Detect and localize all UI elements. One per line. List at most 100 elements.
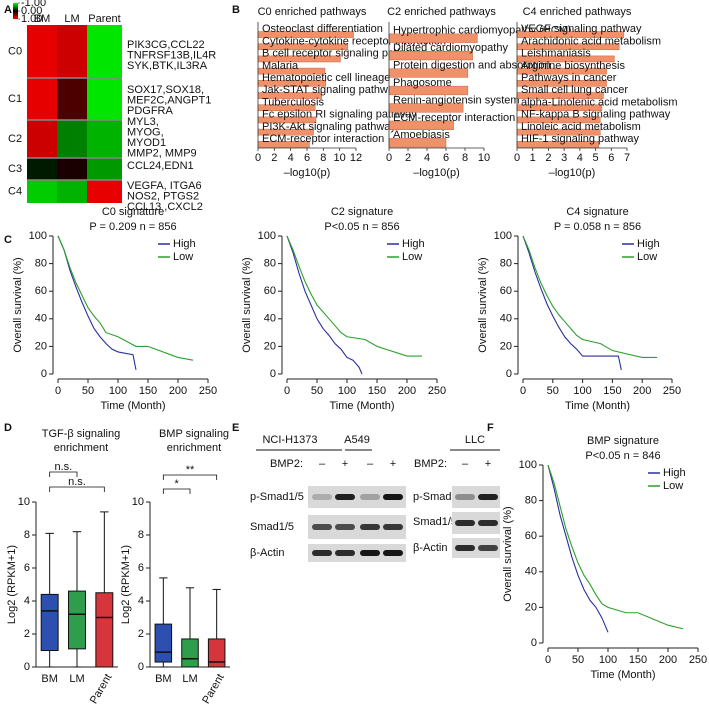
chart-title: C0 enriched pathways [258, 6, 367, 18]
legend-label: Low [173, 251, 193, 263]
x-axis-label: Time (Month) [591, 669, 656, 681]
x-tick-label: 150 [629, 654, 647, 666]
blot-row-label: β-Actin [413, 542, 447, 554]
blot-strip [452, 538, 500, 558]
box [181, 638, 199, 668]
y-tick-label: 60 [264, 285, 276, 297]
gene-label: SYK,BTK,IL3RA [127, 60, 208, 72]
legend-label: Low [663, 480, 683, 492]
survival-curve [57, 235, 194, 361]
x-axis-label: Time (Month) [101, 400, 166, 412]
x-tick-label: 150 [603, 385, 621, 397]
y-tick-label: 4 [24, 595, 30, 607]
y-tick-label: 2 [138, 628, 144, 640]
x-tick-label: 5 [593, 152, 599, 164]
x-tick-label: 1 [530, 152, 536, 164]
blot-band [360, 550, 380, 556]
cluster-label: C0 [8, 45, 22, 57]
y-tick-label: 0 [138, 661, 144, 673]
y-tick-label: 2 [24, 628, 30, 640]
survival-curve [57, 235, 137, 370]
cell-line-label: A549 [344, 434, 370, 446]
blot-band [312, 550, 332, 556]
treatment-sign: – [462, 458, 469, 470]
box [95, 592, 114, 668]
x-axis-label: Time (Month) [330, 400, 395, 412]
x-tick-label: 2 [271, 152, 277, 164]
heatmap-cell [87, 25, 122, 78]
x-tick-label: 10 [478, 152, 490, 164]
blot-row-label: p-Smad1/5 [250, 491, 304, 503]
x-tick-label: 50 [547, 385, 559, 397]
y-tick-label: 0 [41, 368, 47, 380]
treatment-sign: – [367, 458, 374, 470]
blot-band [312, 494, 332, 500]
blot-strip [308, 486, 406, 508]
category-label: Osteoclast differentiation [262, 23, 383, 35]
x-tick-label: 0 [514, 152, 520, 164]
legend-label: High [173, 238, 196, 250]
x-tick-label: 0 [545, 654, 551, 666]
category-label: Amoebiasis [393, 129, 450, 141]
y-tick-label: 80 [525, 495, 537, 507]
y-tick-label: 80 [35, 258, 47, 270]
treatment-sign: + [390, 458, 396, 470]
y-axis-label: Log2 (RPKM+1) [6, 545, 18, 624]
x-tick-label: 4 [288, 152, 294, 164]
significance-label: * [175, 478, 180, 490]
heatmap-cell [87, 158, 122, 180]
heatmap-column-label: Parent [88, 13, 120, 25]
panel-label: E [232, 422, 239, 434]
blot-band [312, 524, 332, 530]
colorbar-tick-label: 1.00 [21, 13, 42, 25]
gene-label: MEF2C,ANGPT1 [127, 94, 211, 106]
chart-title: C4 enriched pathways [523, 6, 632, 18]
blot-row-label: Smad1/5 [250, 521, 294, 533]
blot-strip [452, 512, 500, 534]
blot-band [455, 545, 475, 551]
box [207, 638, 226, 668]
chart-subtitle: P = 0.058 n = 856 [554, 221, 641, 233]
y-tick-label: 40 [500, 313, 512, 325]
x-tick-label: 250 [428, 385, 446, 397]
y-tick-label: 40 [525, 566, 537, 578]
x-tick-label: LM [182, 673, 197, 685]
treatment-label: BMP2: [270, 458, 303, 470]
significance-label: n.s. [54, 461, 72, 473]
x-tick-label: 200 [633, 385, 651, 397]
legend-label: High [402, 238, 425, 250]
box [154, 623, 173, 663]
y-tick-label: 100 [29, 230, 47, 242]
y-tick-label: 40 [264, 313, 276, 325]
cluster-label: C3 [8, 163, 22, 175]
panel-label: B [232, 4, 240, 16]
treatment-sign: + [485, 458, 491, 470]
category-label: HIF-1 signaling pathway [521, 133, 640, 145]
colorbar [13, 3, 18, 19]
blot-band [478, 545, 498, 551]
heatmap-cell [57, 25, 87, 78]
heatmap-column-label: BM [34, 13, 51, 25]
category-label: Pathways in cancer [521, 72, 617, 84]
blot-band [455, 494, 475, 500]
heatmap-cell [27, 78, 57, 120]
significance-label: ** [186, 464, 195, 476]
x-tick-label: LM [69, 673, 84, 685]
cluster-label: C1 [8, 93, 22, 105]
treatment-sign: – [319, 458, 326, 470]
x-tick-label: 100 [599, 654, 617, 666]
x-axis-label: Time (Month) [565, 400, 630, 412]
category-label: Phagosome [393, 77, 452, 89]
category-label: Arginine biosynthesis [521, 60, 625, 72]
x-tick-label: 2 [405, 152, 411, 164]
blot-band [335, 494, 355, 500]
y-tick-label: 20 [500, 340, 512, 352]
survival-curve [286, 235, 363, 375]
x-tick-label: 150 [368, 385, 386, 397]
blot-band [383, 494, 403, 500]
category-label: Hypertrophic cardiomyopathy (HCM) [393, 25, 572, 37]
treatment-sign: + [342, 458, 348, 470]
chart-title: C4 signature [566, 206, 628, 218]
x-tick-label: 10 [334, 152, 346, 164]
